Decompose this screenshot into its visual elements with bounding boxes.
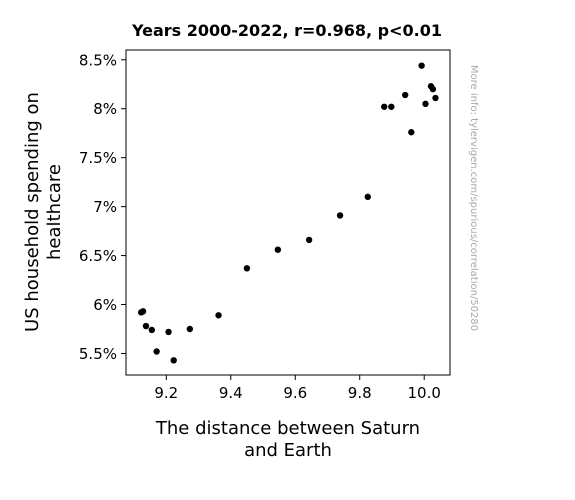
data-point-5: [165, 328, 172, 336]
x-tick-label-0: 9.2: [154, 384, 178, 402]
data-point-6: [170, 357, 177, 364]
data-point-10: [274, 246, 282, 253]
data-point-17: [408, 129, 415, 136]
data-point-9: [243, 265, 251, 272]
x-tick-label-2: 9.6: [283, 384, 307, 402]
data-point-18: [418, 62, 425, 69]
chart-title: Years 2000-2022, r=0.968, p<0.01: [131, 21, 442, 40]
x-axis-label-line-2: and Earth: [244, 440, 332, 461]
x-axis-ticks: 9.2 9.4 9.6 9.8 10.0: [154, 375, 441, 402]
data-points: [137, 62, 439, 364]
data-point-3: [148, 326, 155, 334]
x-axis-label-line-1: The distance between Saturn: [155, 418, 420, 439]
data-point-12: [336, 212, 344, 219]
y-tick-label-4: 7.5%: [79, 149, 117, 167]
data-point-4: [153, 348, 160, 355]
data-point-11: [305, 236, 313, 244]
y-tick-label-0: 5.5%: [79, 345, 117, 363]
data-point-8: [215, 312, 222, 319]
data-point-21: [429, 85, 437, 93]
y-tick-label-3: 7%: [93, 198, 117, 216]
x-tick-label-3: 9.8: [348, 384, 372, 402]
data-point-16: [401, 91, 409, 99]
y-tick-label-6: 8.5%: [79, 51, 117, 69]
watermark: More info: tylervigen.com/spurious/corre…: [468, 65, 479, 331]
data-point-7: [186, 325, 194, 333]
data-point-14: [381, 103, 388, 110]
x-tick-label-1: 9.4: [219, 384, 243, 402]
data-point-15: [388, 103, 395, 110]
y-tick-label-2: 6.5%: [79, 247, 117, 265]
y-axis-ticks: 5.5% 6% 6.5% 7% 7.5% 8% 8.5%: [79, 51, 126, 363]
y-tick-label-1: 6%: [93, 296, 117, 314]
data-point-2: [142, 322, 150, 330]
x-tick-label-4: 10.0: [408, 384, 441, 402]
data-point-13: [364, 193, 371, 201]
y-axis-label-line-2: healthcare: [44, 164, 65, 260]
plot-frame: [125, 49, 451, 376]
y-axis-label-line-1: US household spending on: [22, 92, 43, 332]
data-point-22: [432, 94, 439, 102]
y-tick-label-5: 8%: [93, 100, 117, 118]
data-point-19: [422, 100, 429, 108]
data-point-1: [139, 308, 147, 315]
